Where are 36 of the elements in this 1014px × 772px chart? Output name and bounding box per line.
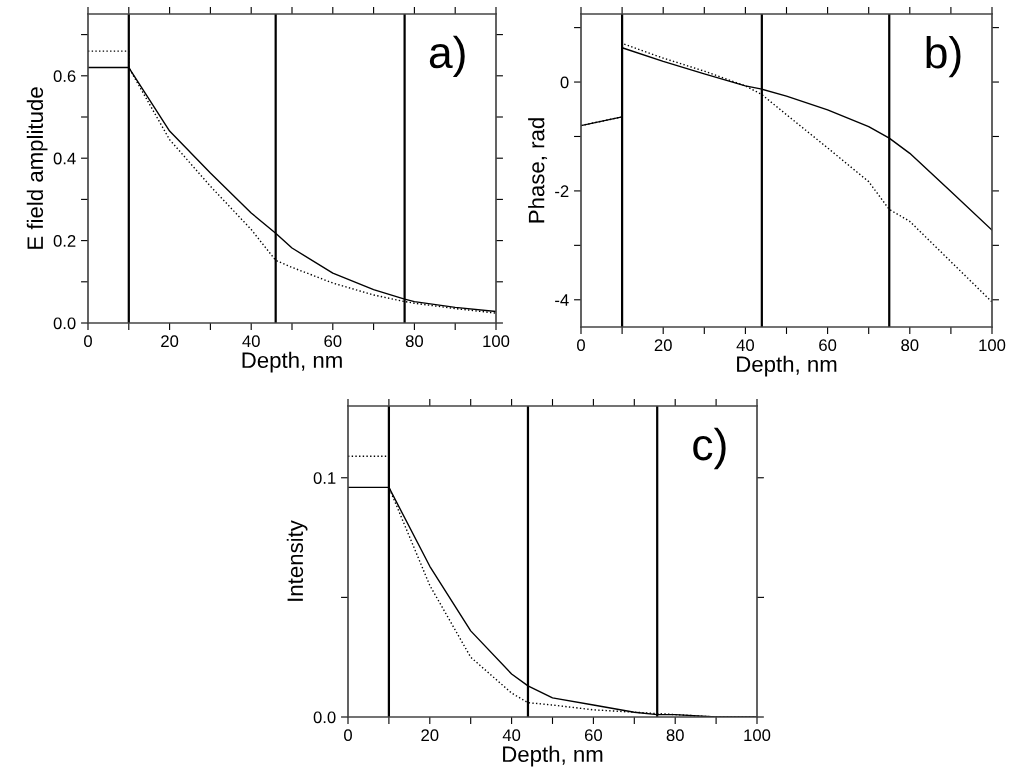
x-tick-label: 20 <box>421 729 439 742</box>
x-tick-label: 60 <box>324 335 342 348</box>
y-tick-label: 0.1 <box>313 472 336 484</box>
x-tick-label: 0 <box>577 339 585 352</box>
x-tick-label: 80 <box>666 729 684 742</box>
x-tick-label: 40 <box>502 729 521 742</box>
x-axis-title: Depth, nm <box>503 745 603 767</box>
y-axis-title: Intensity <box>286 520 308 601</box>
y-tick-label: 0.4 <box>53 152 76 165</box>
annotation: c) <box>693 427 726 470</box>
x-tick-label: 20 <box>161 335 179 348</box>
x-tick-label: 40 <box>242 335 260 348</box>
x-tick-label: 100 <box>483 335 510 348</box>
annotation: a) <box>429 35 465 78</box>
x-tick-label: 0 <box>344 729 352 742</box>
x-tick-label: 60 <box>819 339 837 352</box>
x-tick-label: 20 <box>654 339 672 352</box>
y-tick-label: 0 <box>560 76 569 89</box>
x-tick-label: 100 <box>979 339 1006 352</box>
y-tick-label: 0.2 <box>53 235 76 247</box>
x-tick-label: 80 <box>901 339 919 352</box>
y-tick-label: -4 <box>555 294 569 306</box>
x-axis-title: Depth, nm <box>737 355 837 377</box>
annotation: b) <box>926 35 961 78</box>
x-axis-title: Depth, nm <box>242 351 342 373</box>
x-tick-label: 80 <box>405 335 424 348</box>
y-axis-title: Phase, rad <box>528 118 548 223</box>
y-axis-title: E field amplitude <box>26 87 48 249</box>
x-tick-label: 100 <box>744 729 771 742</box>
y-tick-label: 0.0 <box>53 317 76 330</box>
y-tick-label: -2 <box>555 185 569 197</box>
y-tick-label: 0.6 <box>53 70 76 82</box>
x-tick-label: 40 <box>736 339 755 352</box>
y-tick-label: 0.0 <box>313 711 336 724</box>
x-tick-label: 0 <box>84 335 92 348</box>
x-tick-label: 60 <box>584 729 603 742</box>
